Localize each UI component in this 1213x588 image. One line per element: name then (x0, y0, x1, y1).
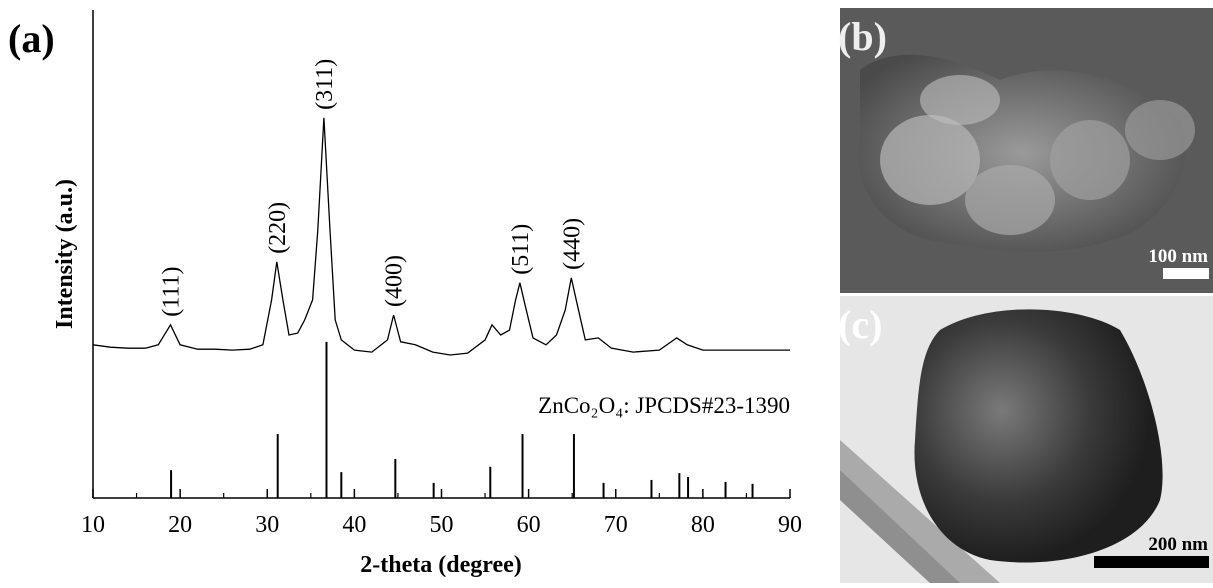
panel-label: (a) (8, 16, 55, 61)
peak-label: (440) (559, 218, 585, 270)
x-tick-label: 60 (517, 512, 541, 538)
peak-label: (511) (508, 224, 534, 275)
peak-label: (111) (159, 267, 185, 317)
x-tick-label: 90 (778, 512, 802, 538)
x-axis-label: 2-theta (degree) (360, 552, 521, 578)
xrd-pattern (93, 118, 790, 355)
figure: (a) (b) 100 nm (c) 200 nm 2-theta (degre… (0, 0, 1213, 583)
peak-label: (220) (265, 202, 291, 254)
y-axis-label: Intensity (a.u.) (52, 179, 78, 329)
scale-bar-label: 200 nm (1148, 534, 1208, 555)
x-tick-label: 40 (342, 512, 366, 538)
peak-label: (400) (382, 255, 408, 307)
x-tick-label: 70 (604, 512, 628, 538)
scale-bar-label: 100 nm (1148, 246, 1208, 267)
panel-label: (c) (838, 302, 882, 347)
x-tick-label: 30 (255, 512, 279, 538)
peak-label: (311) (312, 59, 338, 110)
x-tick-label: 20 (168, 512, 192, 538)
xrd-chart: 2-theta (degree) Intensity (a.u.) 10 20 30… (52, 10, 802, 578)
reference-label: ZnCo₂O₄: JPCDS#23-1390 (538, 393, 790, 418)
x-tick-label: 80 (691, 512, 715, 538)
panel-label: (b) (838, 14, 887, 59)
x-tick-label: 50 (430, 512, 454, 538)
x-tick-label: 10 (81, 512, 105, 538)
